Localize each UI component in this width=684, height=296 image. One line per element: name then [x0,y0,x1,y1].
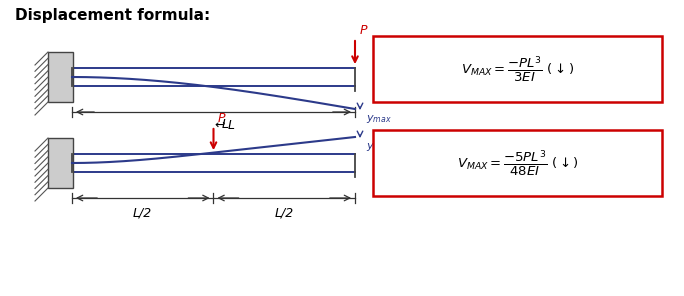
Text: L/2: L/2 [274,206,294,219]
Text: $y_{max}$: $y_{max}$ [366,113,392,125]
Text: $y_{max}$: $y_{max}$ [366,141,392,153]
Text: L: L [222,118,228,131]
FancyBboxPatch shape [373,130,662,196]
Text: $V_{MAX} = \dfrac{-5PL^3}{48EI}\ (\downarrow)$: $V_{MAX} = \dfrac{-5PL^3}{48EI}\ (\downa… [457,148,579,178]
Bar [48,138,73,188]
Text: P: P [218,112,225,125]
FancyBboxPatch shape [373,36,662,102]
Text: Displacement formula:: Displacement formula: [15,8,210,23]
Text: L/2: L/2 [133,206,153,219]
Bar [48,52,73,102]
Text: $V_{MAX} = \dfrac{-PL^3}{3EI}\ (\downarrow)$: $V_{MAX} = \dfrac{-PL^3}{3EI}\ (\downarr… [461,54,574,84]
Text: P: P [360,24,367,37]
Text: $\hookleftarrow L$: $\hookleftarrow L$ [212,119,235,132]
